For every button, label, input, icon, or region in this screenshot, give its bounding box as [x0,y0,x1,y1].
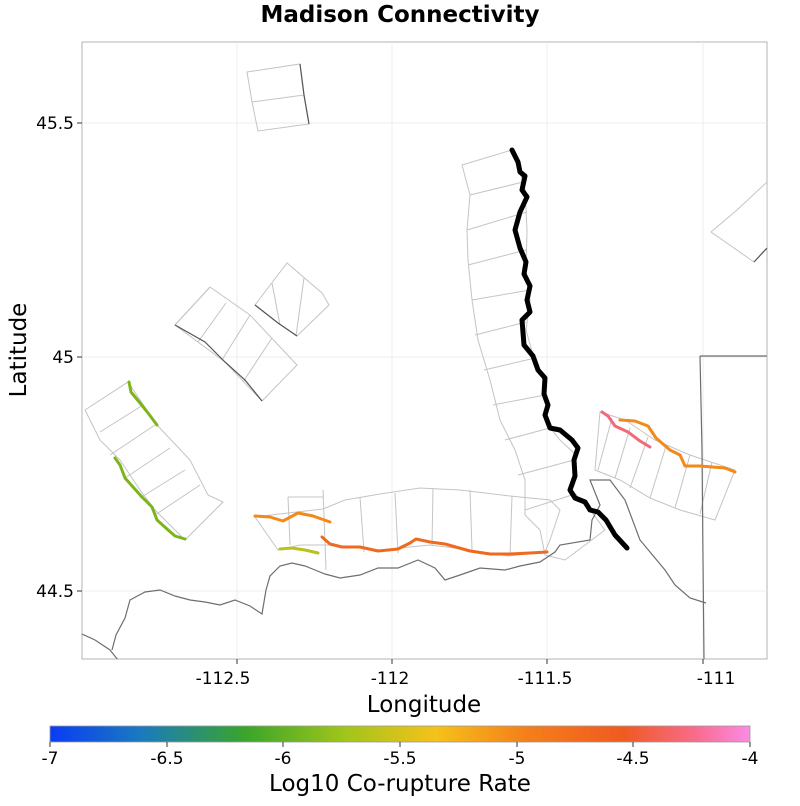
fault-traces [174,63,767,402]
source-fault-trace [509,147,630,551]
y-tick-label: 44.5 [36,582,74,602]
plot-panel [81,41,768,660]
corupture-trace-green-north [127,380,159,427]
colorbar-tick-label: -4 [742,749,759,769]
x-tick-label: -112 [371,669,410,689]
x-tick-label: -111.5 [518,669,573,689]
colorbar-tick-label: -4.5 [616,749,649,769]
colorbar-tick-label: -6 [275,749,292,769]
corupture-trace-orange-west [253,511,332,524]
x-tick-label: -112.5 [196,669,251,689]
colorbar-tick-label: -5.5 [383,749,416,769]
corupture-trace-orange-south [320,535,549,556]
y-tick-label: 45 [52,348,74,368]
corupture-trace-yellowgreen [278,546,320,555]
x-tick-label: -111 [697,669,736,689]
corupture-trace-green-south [113,456,187,541]
colorbar [49,725,751,743]
boundary-lines [82,355,767,659]
y-axis-label: Latitude [6,303,32,398]
corupture-trace-orange-east [618,418,737,474]
chart-title: Madison Connectivity [260,2,540,28]
colorbar-label: Log10 Co-rupture Rate [269,771,531,797]
x-axis-label: Longitude [367,692,481,718]
corupture-trace-pink [600,410,652,449]
colorbar-tick-label: -7 [42,749,59,769]
axis-tick-marks [77,122,704,664]
colorbar-tick-label: -5 [509,749,526,769]
colorbar-tick-label: -6.5 [150,749,183,769]
corupture-traces [113,147,737,556]
y-tick-label: 45.5 [36,114,74,134]
colorbar-tick-marks [49,742,751,747]
gridlines [82,42,767,659]
